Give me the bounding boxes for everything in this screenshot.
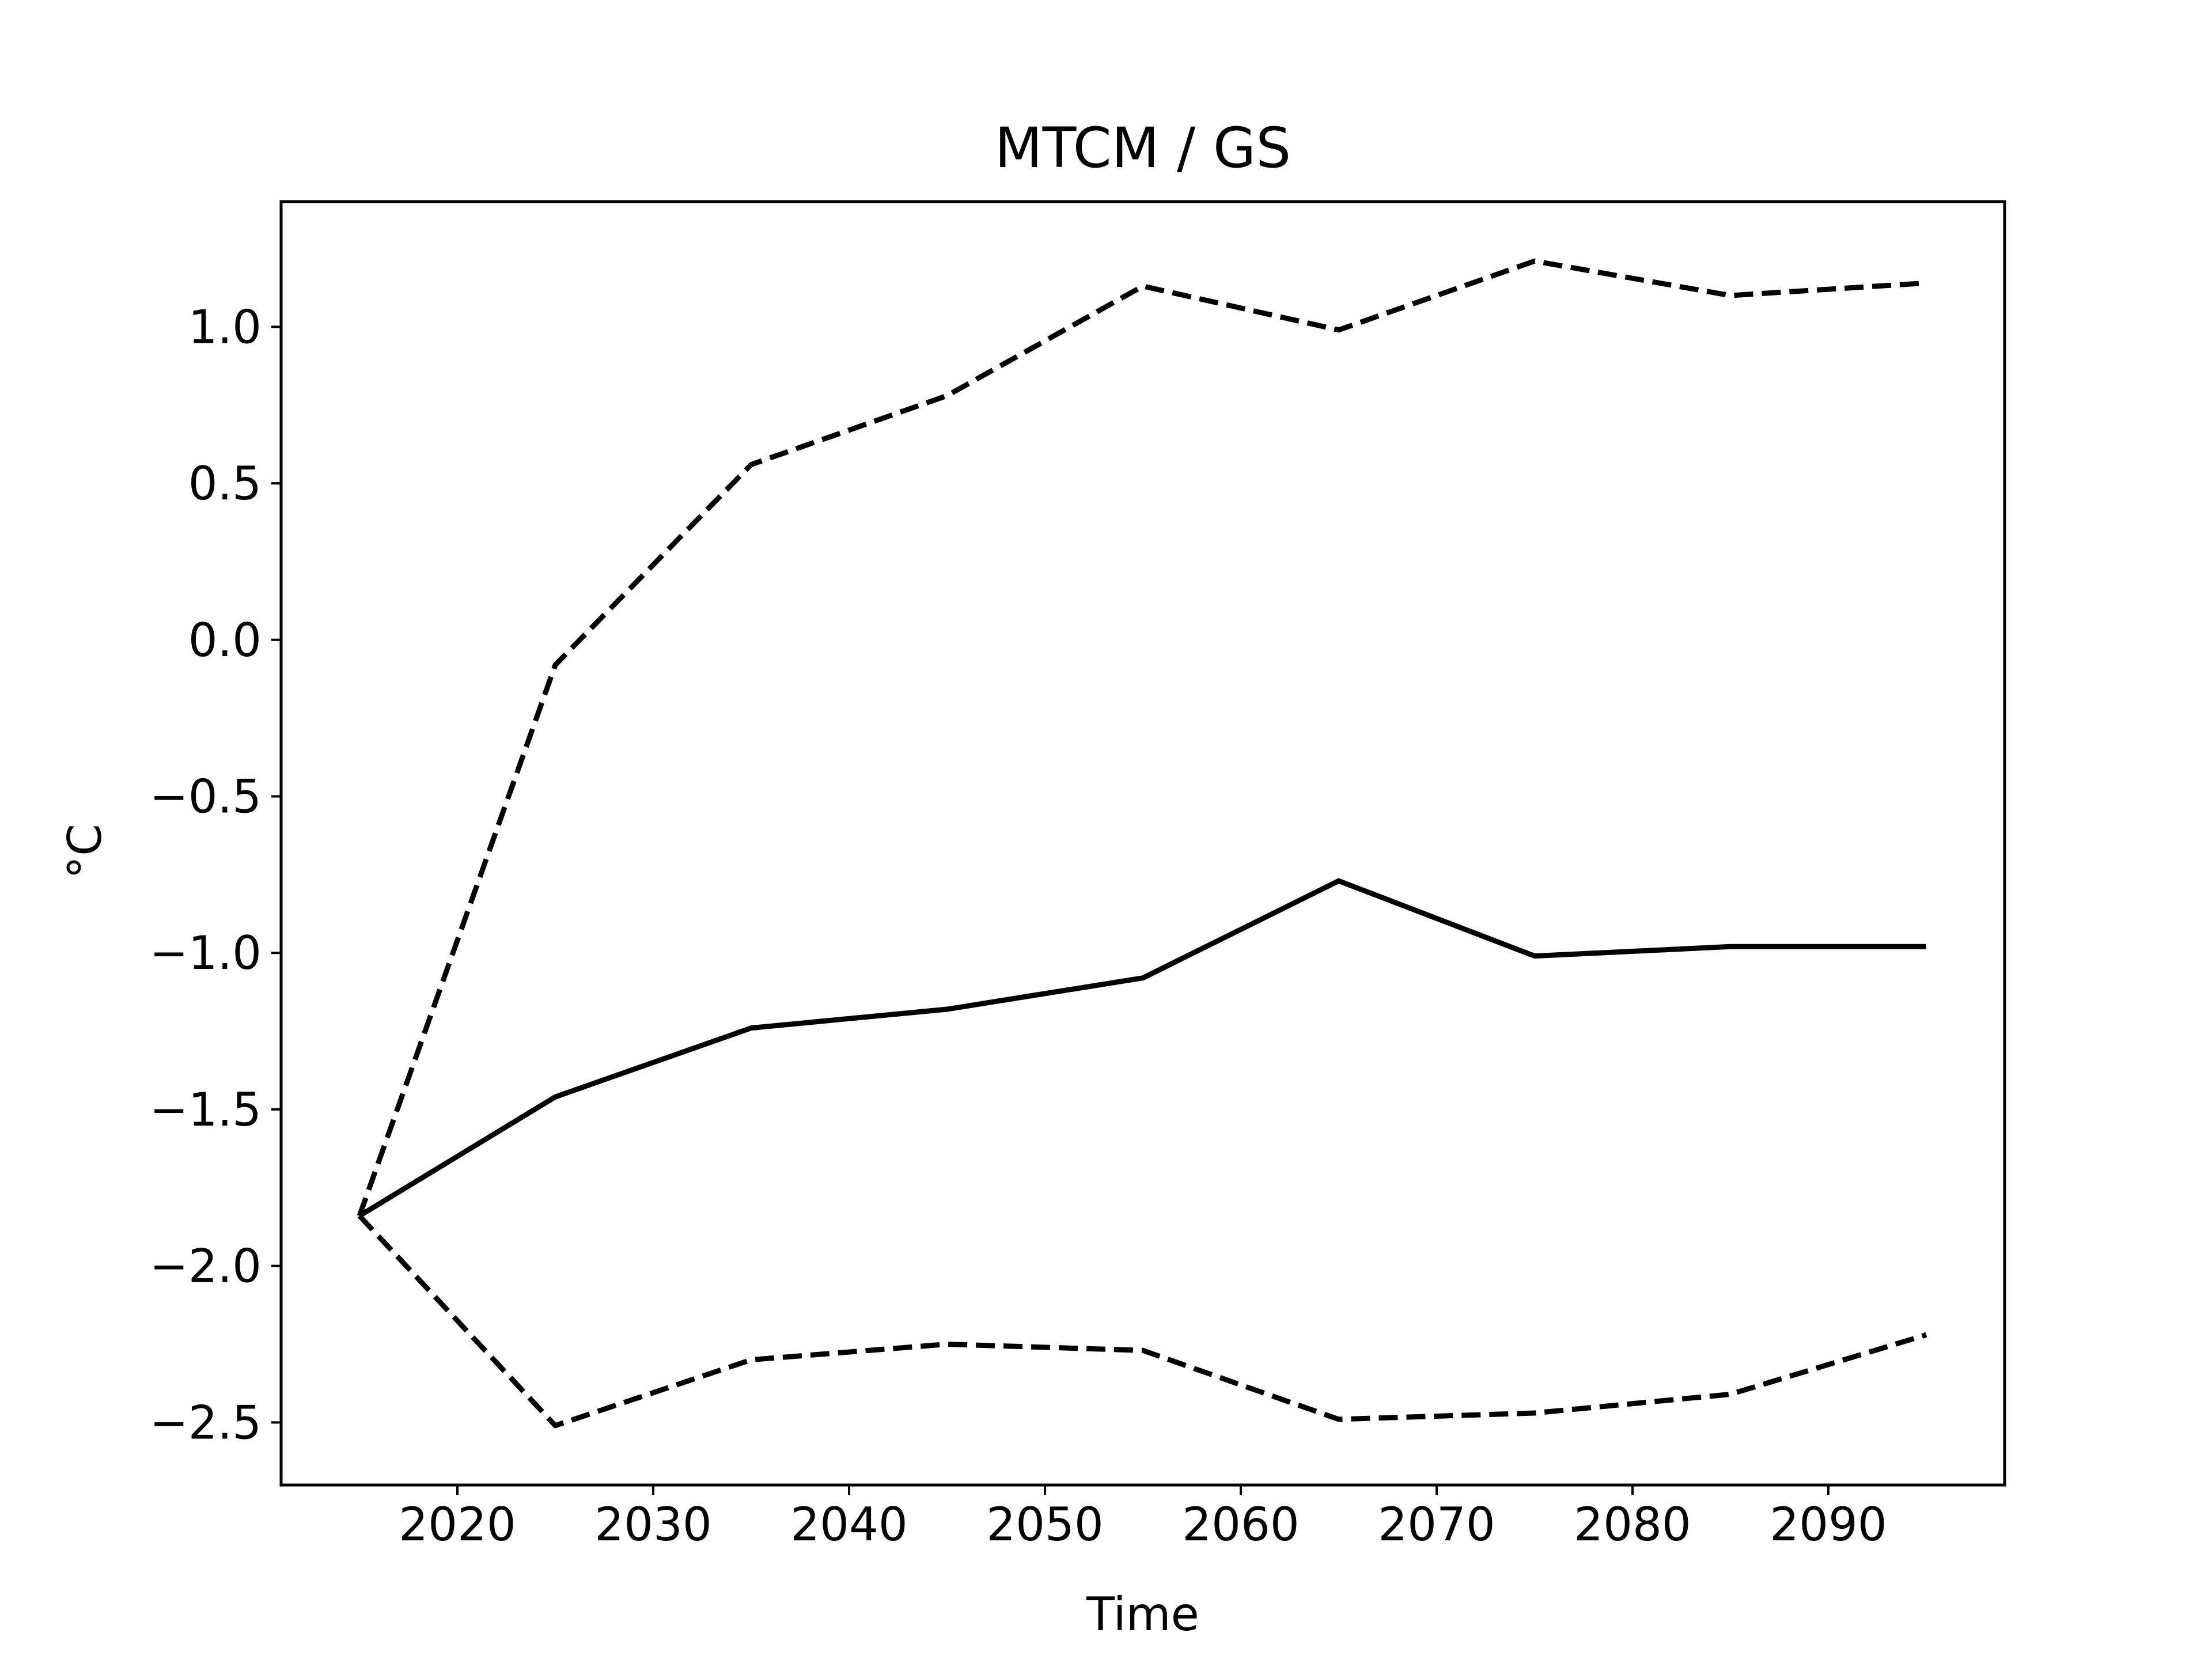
x-tick-label: 2030	[594, 1498, 712, 1551]
y-tick-label: −2.5	[150, 1396, 262, 1449]
x-tick-label: 2070	[1378, 1498, 1495, 1551]
series-line-dashed-1	[357, 258, 1927, 1217]
x-axis-ticks: 2020 2030 2040 2050 2060 2070 2080 2090	[399, 1485, 1887, 1551]
x-tick-label: 2020	[399, 1498, 516, 1551]
x-tick-label: 2040	[790, 1498, 908, 1551]
y-tick-label: 0.5	[188, 457, 262, 510]
y-tick-label: 0.0	[188, 613, 262, 667]
x-tick-label: 2090	[1770, 1498, 1887, 1551]
plot-area-frame	[279, 200, 2006, 1487]
plot-series	[357, 258, 1927, 1429]
x-tick-label: 2060	[1182, 1498, 1300, 1551]
series-line-dashed-2	[357, 1214, 1927, 1429]
y-axis-label: °C	[58, 824, 112, 879]
y-tick-label: −1.5	[150, 1083, 262, 1137]
y-tick-label: −0.5	[150, 770, 262, 823]
y-tick-label: −2.0	[150, 1240, 262, 1293]
x-tick-label: 2080	[1574, 1498, 1691, 1551]
chart-title: MTCM / GS	[995, 116, 1291, 180]
x-tick-label: 2050	[986, 1498, 1104, 1551]
series-line-solid	[358, 878, 1926, 1218]
y-tick-label: −1.0	[150, 926, 262, 980]
y-tick-label: 1.0	[188, 300, 262, 354]
x-axis-label: Time	[1086, 1588, 1199, 1641]
y-axis-ticks: 1.0 0.5 0.0 −0.5 −1.0 −1.5 −2.0 −2.5	[150, 300, 281, 1449]
